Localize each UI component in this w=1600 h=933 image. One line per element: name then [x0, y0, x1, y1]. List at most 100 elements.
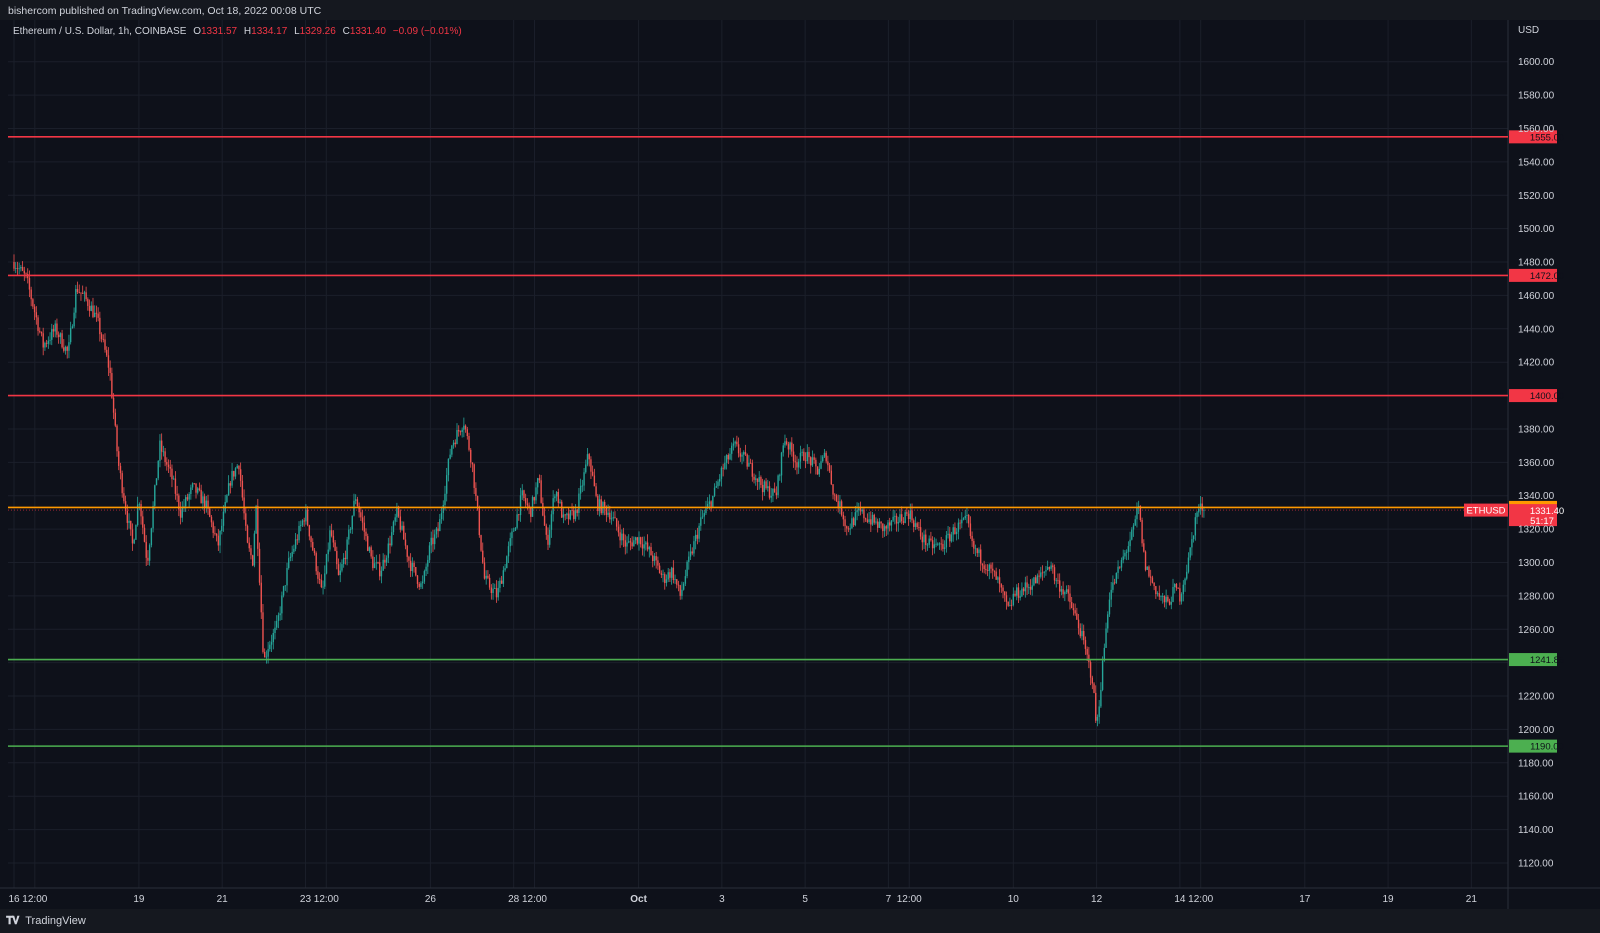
candle-body	[296, 539, 299, 541]
candle-body	[818, 468, 820, 475]
brand-name[interactable]: TradingView	[25, 915, 86, 927]
candle-body	[787, 444, 790, 450]
candle-body	[530, 506, 532, 517]
candle-body	[413, 562, 415, 567]
candle-body	[808, 451, 810, 458]
candle-body	[973, 541, 975, 549]
tradingview-logo-icon[interactable]: 𝐓𝐕	[6, 915, 19, 927]
candle-body	[784, 441, 786, 446]
candle-body	[267, 649, 269, 657]
candle-body	[815, 459, 817, 467]
candle-body	[1163, 595, 1166, 603]
candle-body	[372, 556, 374, 569]
price-tick-label: 1420.00	[1518, 358, 1555, 369]
candle-body	[813, 457, 815, 460]
candle-body	[810, 457, 812, 466]
candle-body	[1084, 640, 1087, 649]
candle-body	[894, 515, 896, 517]
candle-body	[1022, 588, 1025, 592]
price-tick-label: 1580.00	[1518, 91, 1555, 102]
candle-body	[193, 483, 195, 485]
candle-body	[348, 529, 350, 540]
candle-body	[73, 312, 75, 327]
price-tick-label: 1220.00	[1518, 692, 1555, 703]
candle-body	[550, 514, 553, 530]
candle-body	[1165, 596, 1167, 603]
candle-body	[344, 557, 347, 560]
last-price-tag	[1509, 504, 1557, 527]
candle-body	[119, 465, 122, 474]
symbol-legend[interactable]: Ethereum / U.S. Dollar, 1h, COINBASE O13…	[13, 26, 462, 37]
candle-body	[25, 273, 27, 275]
candle-body	[379, 562, 381, 577]
candle-body	[1029, 586, 1032, 590]
candle-body	[171, 468, 173, 480]
level-price-label: 1241.85	[1530, 655, 1564, 666]
candle-body	[763, 481, 766, 493]
candle-body	[461, 429, 463, 433]
candle-body	[871, 514, 874, 525]
candle-body	[955, 531, 958, 534]
candle-body	[722, 467, 724, 469]
candle-body	[755, 478, 757, 480]
candle-body	[57, 334, 60, 338]
candle-body	[885, 526, 887, 529]
symbol-title[interactable]: Ethereum / U.S. Dollar, 1h, COINBASE	[13, 26, 187, 37]
candle-body	[701, 516, 704, 518]
candle-body	[705, 508, 707, 514]
published-text: bishercom published on TradingView.com, …	[8, 5, 322, 17]
candle-body	[432, 537, 434, 545]
candle-body	[1131, 529, 1133, 540]
candle-body	[1045, 570, 1047, 572]
candle-body	[545, 525, 547, 535]
candle-body	[937, 543, 939, 545]
candle-body	[492, 588, 494, 594]
candle-body	[713, 487, 716, 496]
candle-body	[269, 644, 271, 650]
candle-body	[233, 471, 235, 477]
candle-body	[667, 572, 669, 580]
candle-body	[533, 497, 535, 501]
candle-body	[257, 505, 259, 549]
candle-body	[416, 575, 419, 584]
candle-body	[773, 488, 776, 493]
candle-body	[767, 486, 769, 489]
candle-body	[329, 530, 331, 550]
candle-body	[990, 564, 992, 569]
candle-body	[998, 577, 1001, 585]
candle-body	[358, 506, 360, 513]
candle-body	[32, 299, 34, 307]
candle-body	[49, 339, 51, 341]
candle-body	[938, 543, 941, 545]
candle-body	[480, 535, 482, 551]
candle-body	[337, 564, 340, 576]
price-tick-label: 1160.00	[1518, 792, 1554, 803]
candle-body	[851, 518, 853, 529]
candle-body	[1196, 512, 1198, 518]
candle-body	[47, 340, 50, 344]
candle-body	[341, 564, 343, 571]
candle-body	[351, 515, 353, 530]
candle-body	[782, 445, 784, 453]
candle-body	[360, 512, 362, 518]
candle-body	[52, 329, 55, 332]
candle-body	[1048, 567, 1051, 569]
candle-body	[1033, 577, 1035, 586]
candle-body	[1040, 572, 1042, 577]
candle-body	[389, 543, 391, 546]
candle-body	[1124, 552, 1126, 557]
candle-body	[1144, 551, 1147, 570]
candle-body	[1036, 575, 1039, 584]
candle-body	[585, 464, 587, 473]
time-tick-label: 16	[8, 894, 20, 905]
candle-body	[485, 575, 487, 579]
candle-body	[993, 570, 996, 572]
candle-body	[985, 569, 987, 570]
candle-body	[1192, 535, 1195, 540]
candle-body	[1194, 517, 1197, 536]
candle-body	[919, 527, 922, 537]
candle-body	[911, 510, 913, 521]
price-tick-label: 1200.00	[1518, 725, 1555, 736]
candle-body	[209, 508, 211, 517]
